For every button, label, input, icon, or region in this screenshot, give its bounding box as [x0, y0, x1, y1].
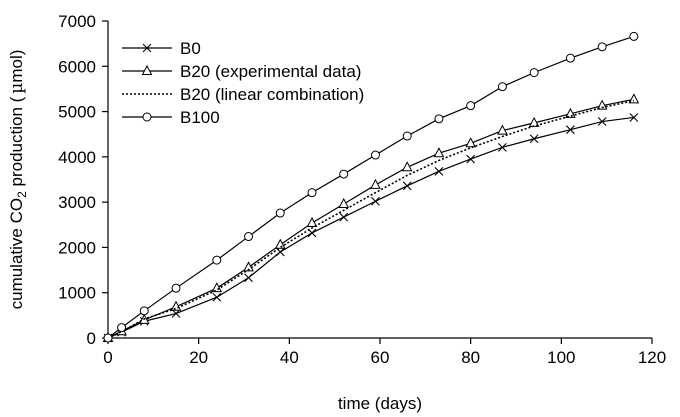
y-axis-label-mu: µ	[7, 83, 27, 94]
data-point-circle	[402, 131, 412, 141]
data-point-x	[566, 125, 575, 135]
data-point-circle	[629, 31, 639, 41]
data-point-triangle	[596, 99, 608, 110]
data-point-circle	[370, 150, 380, 160]
series-1	[102, 93, 640, 342]
y-axis-label-unit: mol)	[7, 50, 26, 83]
data-point-x	[402, 181, 412, 191]
data-point-x	[142, 43, 152, 53]
legend-label: B20 (linear combination)	[180, 85, 364, 104]
data-point-circle	[212, 255, 222, 265]
data-point-triangle	[497, 124, 508, 135]
data-point-circle	[466, 101, 476, 111]
series-layer	[102, 31, 640, 343]
data-point-x	[434, 166, 444, 176]
x-tick-label: 40	[280, 348, 299, 367]
data-point-triangle	[141, 64, 153, 75]
y-tick-label: 3000	[58, 193, 96, 212]
data-point-triangle	[211, 282, 223, 293]
data-point-circle	[597, 42, 607, 52]
legend-entry-2: B20 (linear combination)	[122, 85, 364, 104]
data-point-x	[629, 113, 639, 122]
series-line	[107, 99, 635, 339]
legend-label: B100	[180, 108, 220, 127]
x-tick-label: 60	[371, 348, 390, 367]
legend-entry-1: B20 (experimental data)	[122, 62, 361, 81]
y-axis-label-prefix: cumulative CO	[7, 198, 26, 309]
data-point-circle	[275, 208, 285, 218]
data-point-x	[171, 309, 181, 318]
y-axis-label-suffix: production (	[7, 96, 26, 191]
data-point-x	[212, 292, 222, 302]
axes: 0 20 40 60 80 100 120 0 1000 2000 3000 4000 5000 6000…	[58, 12, 666, 367]
data-point-circle	[339, 169, 349, 179]
data-point-circle	[565, 53, 575, 63]
data-point-x	[339, 212, 349, 222]
data-point-triangle	[401, 161, 413, 172]
series-line	[107, 98, 634, 339]
legend-entry-0: B0	[122, 39, 201, 58]
data-point-x	[466, 154, 476, 164]
data-point-triangle	[433, 147, 445, 158]
data-point-triangle	[338, 197, 350, 208]
y-tick-label: 6000	[58, 57, 96, 76]
data-point-triangle	[274, 238, 286, 249]
legend-label: B0	[180, 39, 201, 58]
data-point-x	[597, 117, 607, 126]
series-line	[107, 116, 634, 339]
data-point-x	[371, 196, 380, 206]
data-point-circle	[529, 68, 539, 78]
data-point-circle	[142, 112, 152, 122]
y-tick-label: 5000	[58, 103, 96, 122]
y-axis-label: cumulative CO2 production ( µmol)	[7, 50, 29, 310]
data-point-circle	[139, 306, 149, 316]
data-point-triangle	[465, 137, 476, 148]
data-point-circle	[171, 283, 181, 293]
data-point-triangle	[370, 178, 381, 189]
data-point-circle	[103, 333, 113, 343]
series-0	[103, 113, 639, 343]
x-tick-label: 100	[547, 348, 575, 367]
data-point-circle	[497, 82, 507, 92]
data-point-triangle	[170, 300, 182, 311]
data-point-triangle	[628, 93, 640, 104]
x-tick-label: 20	[189, 348, 208, 367]
data-point-x	[498, 142, 507, 152]
legend-entry-3: B100	[122, 108, 220, 127]
data-point-circle	[244, 232, 254, 242]
data-point-x	[529, 134, 539, 144]
x-axis-label: time (days)	[338, 394, 422, 413]
data-point-x	[244, 273, 253, 283]
data-point-circle	[117, 323, 127, 333]
y-tick-label: 7000	[58, 12, 96, 31]
data-point-triangle	[243, 261, 254, 272]
y-tick-label: 0	[87, 329, 96, 348]
y-axis-label-subscript: 2	[15, 191, 29, 198]
x-tick-label: 0	[103, 348, 112, 367]
x-tick-label: 80	[461, 348, 480, 367]
y-tick-label: 2000	[58, 238, 96, 257]
data-point-triangle	[306, 216, 318, 227]
series-3	[103, 31, 639, 343]
y-tick-label: 1000	[58, 284, 96, 303]
legend-label: B20 (experimental data)	[180, 62, 361, 81]
data-point-circle	[307, 188, 317, 198]
y-tick-label: 4000	[58, 148, 96, 167]
series-line	[107, 35, 635, 339]
data-point-circle	[434, 114, 444, 124]
x-tick-label: 120	[638, 348, 666, 367]
series-2	[107, 99, 635, 339]
legend: B0 B20 (experimental data) B20 (linear com…	[122, 39, 364, 127]
